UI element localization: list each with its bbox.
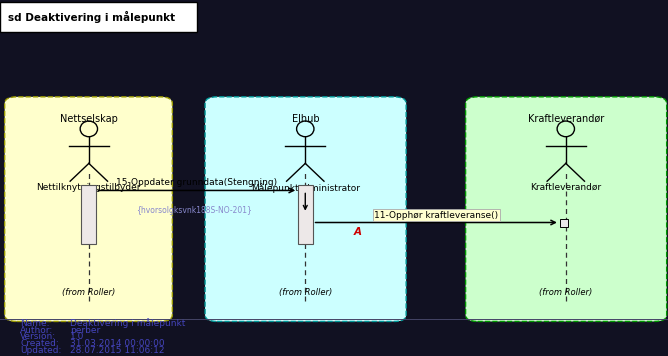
FancyBboxPatch shape [5,97,172,321]
Text: (from Roller): (from Roller) [539,288,593,297]
Text: Nettselskap: Nettselskap [59,114,118,124]
Text: Kraftleverandør: Kraftleverandør [528,114,605,124]
Text: 28.07.2015 11:06:12: 28.07.2015 11:06:12 [70,346,164,355]
Text: Version:: Version: [20,332,56,341]
FancyBboxPatch shape [0,2,197,32]
Text: Kraftleverandør: Kraftleverandør [530,183,601,192]
Bar [298,185,313,244]
Text: Author:: Author: [20,325,53,335]
Bar [81,185,96,244]
Text: (from Roller): (from Roller) [279,288,332,297]
Text: Name:: Name: [20,319,49,328]
Text: 31.03.2014 00:00:00: 31.03.2014 00:00:00 [70,339,165,348]
FancyBboxPatch shape [205,97,406,321]
Text: Nettilknytningstilbyder: Nettilknytningstilbyder [37,183,141,192]
FancyBboxPatch shape [466,97,667,321]
Text: Created:: Created: [20,339,59,348]
Text: Målepunktadministrator: Målepunktadministrator [250,183,360,193]
Text: 11-Opphør kraftleveranse(): 11-Opphør kraftleveranse() [374,211,498,220]
Text: sd Deaktivering i målepunkt: sd Deaktivering i målepunkt [8,11,175,23]
Text: 1.0: 1.0 [70,332,85,341]
Text: Deaktivering i målepunkt: Deaktivering i målepunkt [70,318,186,328]
Text: Updated:: Updated: [20,346,61,355]
Text: (from Roller): (from Roller) [62,288,116,297]
Text: {hvorsolgksvnk188S-NO-201}: {hvorsolgksvnk188S-NO-201} [136,205,252,215]
Text: Elhub: Elhub [292,114,319,124]
Bar [560,219,568,227]
Text: 15-Oppdater grunndata(Stengning): 15-Oppdater grunndata(Stengning) [116,178,278,187]
Text: perber: perber [70,325,100,335]
Text: A: A [353,227,361,237]
